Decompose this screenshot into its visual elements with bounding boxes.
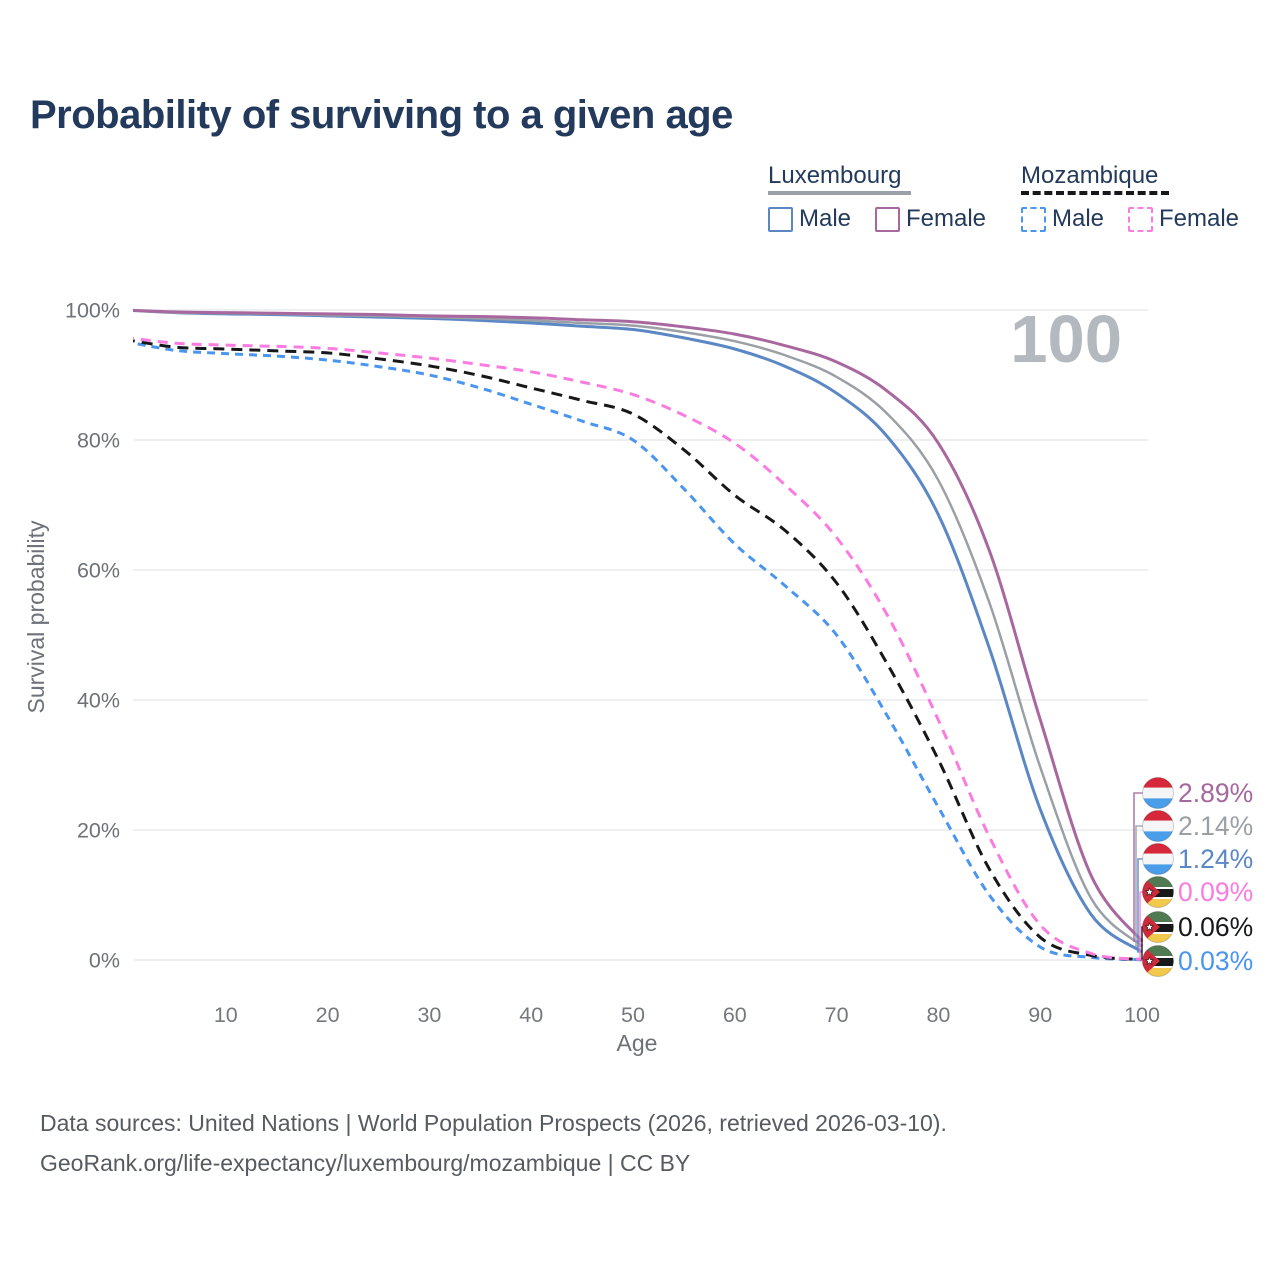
watermark-age-100: 100: [1010, 302, 1122, 377]
legend-group-title-mozambique[interactable]: Mozambique: [1021, 162, 1159, 189]
flag-icon-luxembourg: [1142, 843, 1174, 875]
legend-label-mozambique-male: Male: [1052, 205, 1105, 232]
flag-icon-mozambique: [1142, 876, 1174, 908]
x-tick-label-60: 60: [723, 1003, 747, 1027]
x-tick-label-20: 20: [316, 1003, 340, 1027]
end-label-value-luxembourg-female[interactable]: 2.89%: [1178, 778, 1253, 808]
legend-group-title-luxembourg[interactable]: Luxembourg: [768, 162, 902, 189]
flag-icon-luxembourg: [1142, 777, 1174, 809]
legend-swatch-mozambique-female: [1128, 206, 1153, 232]
series-mozambique-total[interactable]: [124, 339, 1143, 962]
end-label-value-mozambique[interactable]: 0.06%: [1178, 912, 1253, 942]
end-label-value-luxembourg[interactable]: 2.14%: [1178, 811, 1253, 841]
y-tick-label-100: 100%: [65, 299, 120, 323]
x-tick-label-10: 10: [214, 1003, 238, 1027]
legend: Luxembourg Mozambique Male Female Male F…: [0, 0, 1280, 250]
y-axis-title: Survival probability: [23, 520, 49, 714]
y-tick-label-0: 0%: [89, 949, 120, 973]
x-tick-label-40: 40: [519, 1003, 543, 1027]
end-label-value-mozambique-female[interactable]: 0.09%: [1178, 877, 1253, 907]
y-tick-label-60: 60%: [77, 559, 120, 583]
series-luxembourg-female[interactable]: [124, 308, 1144, 943]
flag-icon-mozambique: [1142, 945, 1174, 977]
x-tick-label-90: 90: [1028, 1003, 1052, 1027]
legend-swatch-luxembourg-female: [875, 206, 900, 232]
flag-icon-mozambique: [1142, 911, 1174, 943]
legend-swatch-luxembourg-male: [768, 206, 793, 232]
x-tick-label-30: 30: [417, 1003, 441, 1027]
footer: Data sources: United Nations | World Pop…: [40, 1103, 947, 1183]
x-axis-title: Age: [617, 1030, 658, 1056]
series-luxembourg-male[interactable]: [124, 308, 1143, 954]
plot-area: [124, 308, 1144, 962]
end-label-value-luxembourg-male[interactable]: 1.24%: [1178, 844, 1253, 874]
legend-line-swatch-mozambique[interactable]: [1021, 191, 1169, 195]
x-tick-label-100: 100: [1124, 1003, 1160, 1027]
legend-item-mozambique-female[interactable]: Female: [1128, 205, 1239, 233]
legend-item-mozambique-male[interactable]: Male: [1021, 205, 1104, 233]
series-luxembourg-total[interactable]: [124, 309, 1143, 948]
legend-swatch-mozambique-male: [1021, 206, 1046, 232]
legend-label-luxembourg-male: Male: [799, 205, 852, 232]
footer-line1: Data sources: United Nations | World Pop…: [40, 1110, 947, 1136]
chart-title: Probability of surviving to a given age: [30, 93, 733, 137]
y-tick-label-40: 40%: [77, 689, 120, 713]
footer-line2[interactable]: GeoRank.org/life-expectancy/luxembourg/m…: [40, 1150, 691, 1176]
legend-label-mozambique-female: Female: [1159, 205, 1240, 232]
series-mozambique-male[interactable]: [124, 341, 1143, 962]
x-tick-label-50: 50: [621, 1003, 645, 1027]
legend-item-luxembourg-female[interactable]: Female: [875, 205, 986, 233]
x-tick-label-80: 80: [926, 1003, 950, 1027]
x-tick-label-70: 70: [825, 1003, 849, 1027]
y-tick-label-80: 80%: [77, 429, 120, 453]
flag-icon-luxembourg: [1142, 810, 1174, 842]
legend-item-luxembourg-male[interactable]: Male: [768, 205, 851, 233]
end-label-value-mozambique-male[interactable]: 0.03%: [1178, 946, 1253, 976]
end-label-connector: [1135, 825, 1148, 947]
y-tick-label-20: 20%: [77, 819, 120, 843]
legend-label-luxembourg-female: Female: [906, 205, 987, 232]
legend-line-swatch-luxembourg[interactable]: [768, 191, 911, 195]
